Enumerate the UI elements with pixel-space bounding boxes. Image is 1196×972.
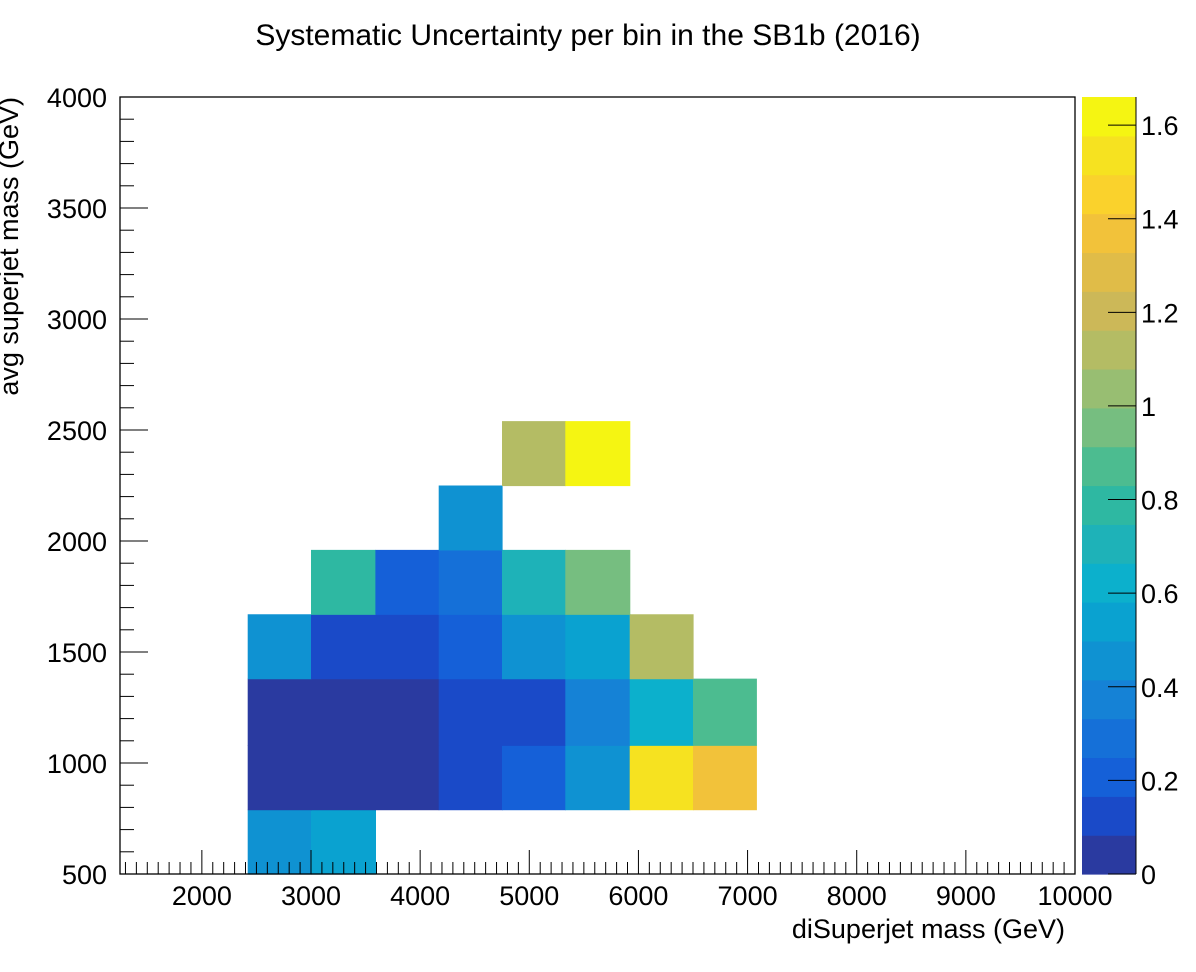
heatmap-cell — [565, 745, 631, 811]
heatmap-cell — [375, 614, 440, 680]
color-scale-swatch — [1082, 252, 1136, 292]
x-tick-label: 5000 — [499, 881, 559, 911]
color-scale-tick-label: 0.4 — [1141, 673, 1179, 703]
heatmap-cell — [502, 614, 566, 680]
x-axis: 2000 3000 4000 5000 6000 7000 8000 9000 10000 — [124, 850, 1113, 911]
plot-frame — [119, 96, 1076, 875]
color-scale-swatch — [1082, 407, 1136, 448]
color-scale-swatch — [1082, 796, 1136, 836]
color-scale-swatch — [1082, 485, 1136, 525]
x-tick-label: 2000 — [172, 881, 232, 911]
heatmap-cell — [438, 678, 503, 746]
color-scale-tick-label: 0.6 — [1141, 579, 1179, 609]
x-axis-label: diSuperjet mass (GeV) — [792, 914, 1065, 944]
heatmap-cell — [565, 678, 631, 746]
heatmap-cell — [693, 745, 757, 811]
color-scale-swatch — [1082, 835, 1136, 875]
heatmap-cell — [247, 614, 312, 680]
color-scale-tick-label: 1 — [1141, 392, 1156, 422]
heatmap-cell — [629, 614, 694, 680]
heatmap-cell — [502, 421, 566, 487]
heatmap-cell — [247, 745, 312, 811]
x-tick-label: 3000 — [281, 881, 341, 911]
y-axis-label: avg superjet mass (GeV) — [0, 97, 24, 396]
heatmap-cell — [438, 549, 503, 615]
x-tick-label: 6000 — [608, 881, 668, 911]
y-tick-label: 3500 — [47, 194, 107, 224]
y-axis: 500 1000 1500 2000 2500 3000 3500 4000 — [47, 83, 148, 890]
y-tick-label: 1500 — [47, 638, 107, 668]
heatmap-cell — [502, 745, 566, 811]
y-tick-label: 2500 — [47, 416, 107, 446]
x-tick-label: 9000 — [936, 881, 996, 911]
color-scale-swatch — [1082, 97, 1136, 137]
heatmap-cell — [247, 809, 312, 875]
heatmap-cell — [375, 549, 440, 615]
heatmap-cell — [502, 549, 566, 615]
color-scale-tick-label: 0 — [1141, 860, 1156, 890]
color-scale-swatch — [1082, 679, 1136, 720]
heatmap-cell — [438, 485, 503, 551]
heatmap-cell — [438, 745, 503, 811]
color-scale-swatch — [1082, 135, 1136, 176]
chart-title: Systematic Uncertainty per bin in the SB… — [255, 19, 920, 52]
color-scale-swatch — [1082, 757, 1136, 797]
y-tick-label: 4000 — [47, 83, 107, 113]
x-tick-label: 7000 — [718, 881, 778, 911]
y-tick-label: 2000 — [47, 527, 107, 557]
color-scale-swatch — [1082, 602, 1136, 642]
color-scale-tick-label: 1.4 — [1141, 205, 1179, 235]
heatmap-cell — [311, 549, 376, 615]
color-scale-swatch — [1082, 368, 1136, 409]
color-scale-swatch — [1082, 718, 1136, 759]
color-scale-tick-label: 0.2 — [1141, 766, 1179, 796]
color-scale-tick-label: 0.8 — [1141, 486, 1179, 516]
x-tick-label: 4000 — [390, 881, 450, 911]
heatmap-cell — [311, 614, 376, 680]
color-scale: 0 0.2 0.4 0.6 0.8 1 1.2 1.4 1.6 — [1082, 97, 1179, 890]
heatmap-cell — [693, 678, 757, 746]
heatmap-cell — [375, 745, 440, 811]
color-scale-tick-label: 1.2 — [1141, 298, 1179, 328]
y-tick-label: 1000 — [47, 749, 107, 779]
color-scale-swatch — [1082, 524, 1136, 564]
heatmap-cell — [565, 421, 631, 487]
heatmap-cell — [629, 678, 694, 746]
color-scale-swatch — [1082, 291, 1136, 331]
heatmap-cells — [247, 421, 757, 875]
heatmap-cell — [311, 745, 376, 811]
x-tick-label: 8000 — [827, 881, 887, 911]
color-scale-swatch — [1082, 640, 1136, 681]
color-scale-swatch — [1082, 330, 1136, 370]
heatmap-cell — [247, 678, 312, 746]
heatmap-cell — [565, 614, 631, 680]
y-tick-label: 500 — [62, 860, 107, 890]
color-scale-tick-label: 1.6 — [1141, 111, 1179, 141]
color-scale-swatch — [1082, 446, 1136, 487]
color-scale-swatch — [1082, 213, 1136, 253]
color-scale-swatch — [1082, 174, 1136, 215]
y-tick-label: 3000 — [47, 305, 107, 335]
heatmap-cell — [565, 549, 631, 615]
color-scale-swatch — [1082, 563, 1136, 603]
x-tick-label: 10000 — [1037, 881, 1112, 911]
heatmap-cell — [629, 745, 694, 811]
heatmap-cell — [502, 678, 566, 746]
heatmap-cell — [438, 614, 503, 680]
heatmap-cell — [311, 678, 376, 746]
heatmap-cell — [375, 678, 440, 746]
